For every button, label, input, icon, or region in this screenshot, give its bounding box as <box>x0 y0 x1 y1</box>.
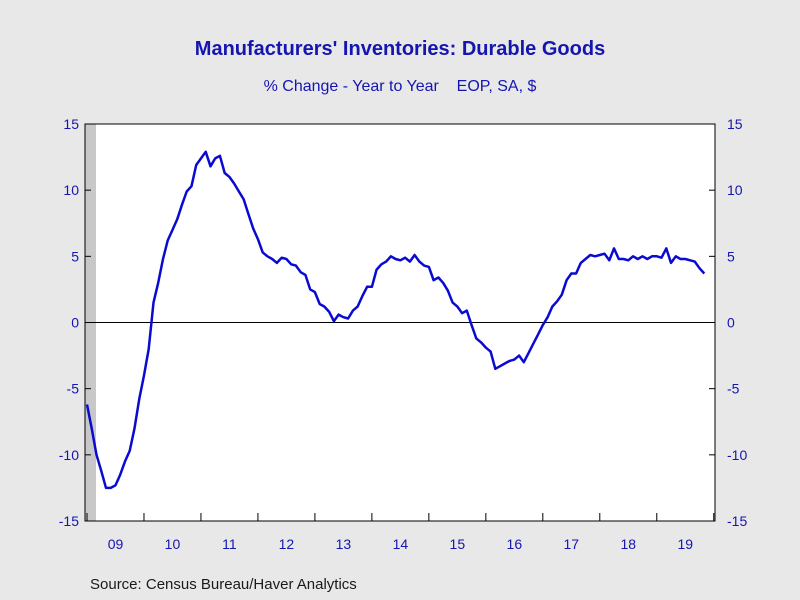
chart-title: Manufacturers' Inventories: Durable Good… <box>194 38 606 60</box>
series-line <box>85 150 706 490</box>
x-tick-label: 14 <box>393 536 409 552</box>
y-tick-label-right: 5 <box>727 248 735 264</box>
y-tick-label-right: 0 <box>727 315 735 331</box>
y-tick-label-right: 10 <box>727 182 743 198</box>
y-tick-label-left: 10 <box>63 182 79 198</box>
y-tick-label-left: -10 <box>59 447 79 463</box>
x-tick-label: 17 <box>564 536 580 552</box>
y-tick-label-right: -10 <box>727 447 747 463</box>
y-tick-label-left: 5 <box>71 248 79 264</box>
x-tick-label: 12 <box>279 536 295 552</box>
x-tick-label: 19 <box>677 536 693 552</box>
x-tick-label: 10 <box>165 536 181 552</box>
x-tick-label: 09 <box>108 536 124 552</box>
y-tick-label-left: -5 <box>67 381 80 397</box>
y-tick-label-right: 15 <box>727 116 743 132</box>
chart-subtitle: % Change - Year to Year EOP, SA, $ <box>263 78 537 95</box>
x-tick-label: 16 <box>507 536 523 552</box>
x-tick-label: 11 <box>222 536 237 552</box>
y-tick-label-left: 0 <box>71 315 79 331</box>
x-tick-label: 13 <box>336 536 352 552</box>
source-note: Source: Census Bureau/Haver Analytics <box>90 576 357 593</box>
y-tick-label-left: 15 <box>63 116 79 132</box>
x-tick-label: 18 <box>620 536 636 552</box>
y-tick-label-right: -5 <box>727 381 740 397</box>
y-tick-label-left: -15 <box>59 513 79 529</box>
y-tick-label-right: -15 <box>727 513 747 529</box>
x-tick-label: 15 <box>450 536 466 552</box>
